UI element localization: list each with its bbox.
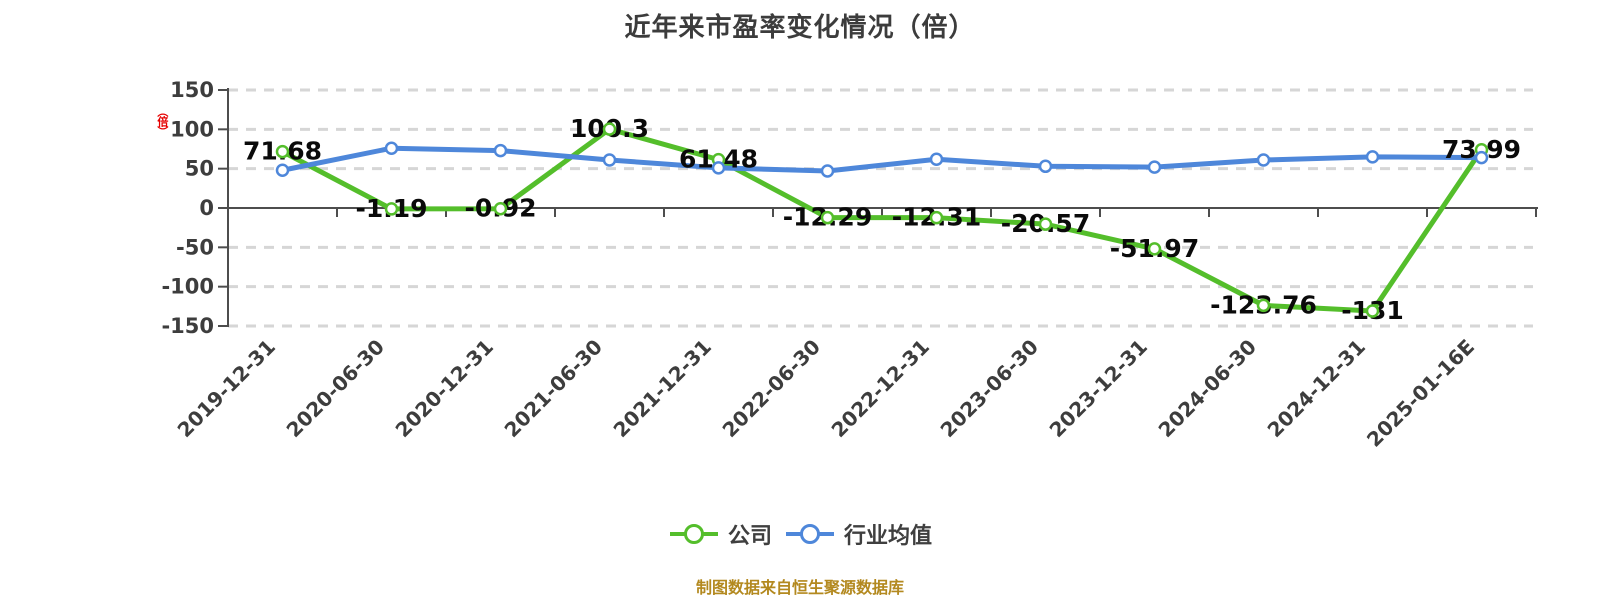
- y-tick-label: 100: [170, 117, 214, 141]
- data-point-公司[interactable]: [1256, 298, 1271, 313]
- data-point-公司[interactable]: [929, 210, 944, 225]
- y-tick-label: -50: [176, 235, 214, 259]
- data-point-公司[interactable]: [1038, 217, 1053, 231]
- x-tick-label: 2020-06-30: [282, 335, 389, 442]
- data-point-行业均值[interactable]: [711, 161, 726, 175]
- data-point-公司[interactable]: [1365, 304, 1380, 318]
- series-line-公司: [280, 126, 1484, 314]
- y-tick-label: 50: [185, 157, 214, 181]
- line-marker-icon: [669, 524, 718, 544]
- data-point-公司[interactable]: [493, 201, 508, 216]
- x-tick-label: 2023-06-30: [936, 335, 1043, 442]
- data-point-行业均值[interactable]: [602, 153, 617, 167]
- data-point-行业均值[interactable]: [1256, 153, 1271, 167]
- data-point-公司[interactable]: [1147, 242, 1162, 256]
- data-point-行业均值[interactable]: [929, 152, 944, 166]
- legend-label-industry-average: 行业均值: [844, 524, 933, 549]
- data-point-公司[interactable]: [820, 210, 835, 225]
- x-tick-label: 2022-12-31: [827, 335, 934, 442]
- y-tick-label: 0: [199, 196, 214, 220]
- x-tick-label: 2025-01-16E: [1362, 335, 1479, 452]
- data-point-公司[interactable]: [384, 202, 399, 216]
- x-tick-label: 2022-06-30: [718, 335, 825, 442]
- data-source-note: 制图数据来自恒生聚源数据库: [695, 578, 904, 597]
- data-point-公司[interactable]: [602, 122, 617, 136]
- x-tick-label: 2024-06-30: [1154, 335, 1261, 442]
- legend-item-industry-average[interactable]: 行业均值: [784, 518, 932, 550]
- legend-item-company[interactable]: 公司: [668, 518, 772, 550]
- x-tick-label: 2023-12-31: [1045, 335, 1152, 442]
- y-axis-unit-label: （倍）: [155, 106, 169, 136]
- series-line-行业均值: [280, 145, 1484, 174]
- data-point-行业均值[interactable]: [1365, 150, 1380, 164]
- data-point-公司[interactable]: [275, 144, 290, 159]
- data-point-行业均值[interactable]: [820, 164, 835, 178]
- y-tick-label: -150: [161, 314, 214, 338]
- x-tick-label: 2024-12-31: [1263, 335, 1370, 442]
- data-point-行业均值[interactable]: [1038, 159, 1053, 174]
- y-tick-label: 150: [170, 78, 214, 102]
- legend-label-company: 公司: [727, 524, 772, 549]
- legend: 公司 行业均值: [0, 518, 1600, 550]
- data-point-行业均值[interactable]: [275, 163, 290, 177]
- x-tick-label: 2020-12-31: [391, 335, 498, 442]
- data-point-行业均值[interactable]: [384, 141, 399, 155]
- y-tick-label: -100: [161, 275, 214, 299]
- chart-title: 近年来市盈率变化情况（倍）: [624, 13, 976, 43]
- x-tick-label: 2021-12-31: [609, 335, 716, 442]
- data-point-行业均值[interactable]: [1474, 150, 1489, 165]
- line-marker-icon: [786, 524, 834, 544]
- data-point-行业均值[interactable]: [493, 143, 508, 158]
- data-point-行业均值[interactable]: [1147, 160, 1162, 174]
- x-tick-label: 2019-12-31: [173, 335, 280, 442]
- x-tick-label: 2021-06-30: [500, 335, 607, 442]
